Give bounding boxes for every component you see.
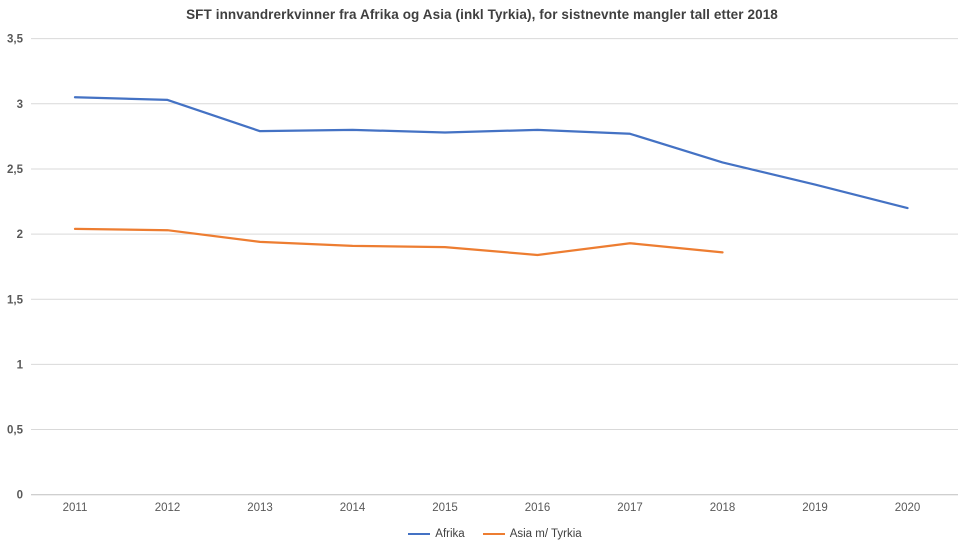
x-axis-tick-label: 2016 <box>525 502 551 514</box>
legend-line-swatch-asia-m-tyrkia <box>482 532 505 536</box>
chart-title: SFT innvandrerkvinner fra Afrika og Asia… <box>186 7 778 22</box>
x-axis-tick-label: 2017 <box>617 502 643 514</box>
x-axis-tick-label: 2012 <box>155 502 181 514</box>
x-axis-tick-label: 2019 <box>802 502 828 514</box>
y-axis-tick-label: 2 <box>17 229 23 241</box>
y-axis-tick-label: 1 <box>17 359 24 371</box>
y-axis-tick-label: 3 <box>17 99 23 111</box>
x-axis-tick-label: 2015 <box>432 502 458 514</box>
legend-label-afrika: Afrika <box>435 528 465 540</box>
y-axis-tick-label: 3,5 <box>7 34 24 46</box>
legend-label-asia-m-tyrkia: Asia m/ Tyrkia <box>509 528 582 540</box>
legend-line-swatch-afrika <box>408 532 431 536</box>
x-axis-tick-label: 2014 <box>340 502 366 514</box>
line-chart-plot-area: 0 0,5 1 1,5 2 2,5 3 3,5 2011 2012 2013 2014 2015 2016… <box>7 34 958 514</box>
series-line-afrika <box>73 96 909 210</box>
y-axis-tick-label: 0 <box>17 490 23 502</box>
y-axis-tick-label: 0,5 <box>7 425 24 437</box>
y-axis-tick-label: 1,5 <box>7 294 24 306</box>
x-axis-tick-label: 2018 <box>710 502 736 514</box>
legend-item-afrika: Afrika <box>408 528 465 540</box>
y-axis-tick-label: 2,5 <box>7 164 24 176</box>
x-axis-tick-label: 2011 <box>63 502 88 514</box>
chart-legend: Afrika Asia m/ Tyrkia <box>13 526 964 542</box>
series-line-asia-m-tyrkia <box>73 227 724 257</box>
x-axis-tick-label: 2020 <box>895 502 921 514</box>
legend-item-asia-m-tyrkia: Asia m/ Tyrkia <box>482 528 582 540</box>
x-axis-tick-label: 2013 <box>247 502 273 514</box>
